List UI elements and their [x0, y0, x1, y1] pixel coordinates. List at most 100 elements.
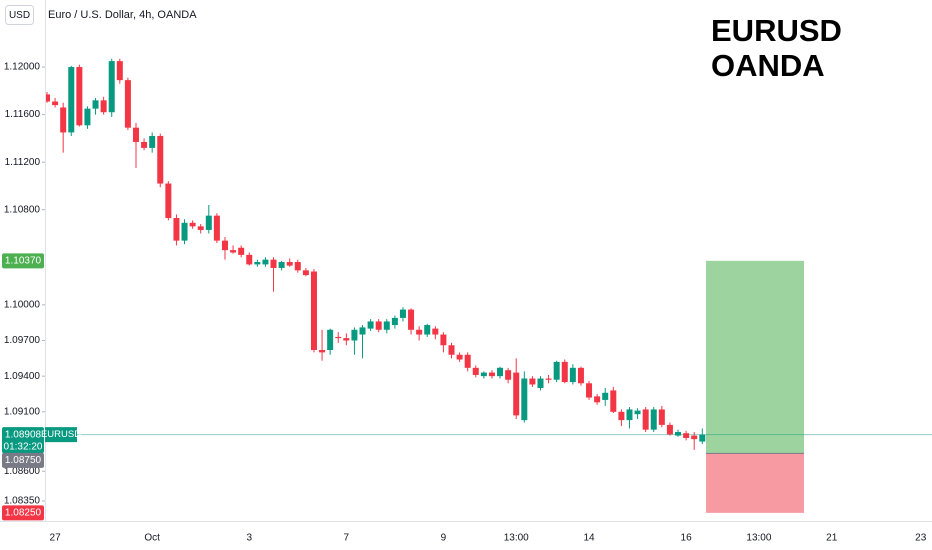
x-tick-label: 7	[344, 533, 350, 544]
candle-body	[52, 101, 59, 106]
candle-body	[440, 334, 447, 346]
take-profit-label-box	[2, 253, 44, 269]
candle-body	[84, 108, 91, 126]
candle-body	[658, 409, 665, 425]
candle-body	[205, 215, 212, 230]
candle-body	[602, 392, 609, 400]
candle-body	[116, 61, 123, 81]
candle-body	[197, 226, 204, 230]
candle-body	[165, 183, 172, 219]
x-tick-label: 16	[681, 533, 693, 544]
entry-label-box	[2, 452, 44, 468]
y-tick-label: 1.12000	[4, 62, 41, 73]
x-tick-label: 23	[915, 533, 927, 544]
candle-body	[92, 100, 99, 109]
x-tick-label: Oct	[144, 533, 160, 544]
candle-body	[456, 354, 463, 360]
candle-body	[100, 100, 107, 113]
candle-body	[497, 367, 504, 377]
candle-body	[569, 367, 576, 383]
candle-body	[545, 378, 552, 380]
candle-body	[488, 372, 495, 377]
candle-body	[521, 378, 528, 421]
chart-title: Euro / U.S. Dollar, 4h, OANDA	[48, 9, 197, 21]
candle-body	[610, 390, 617, 412]
symbol-label: EURUSD	[41, 429, 81, 440]
stop-label: 1.08250	[5, 508, 42, 519]
candle-body	[594, 396, 601, 403]
candle-body	[286, 262, 293, 266]
symbol-box	[45, 427, 77, 443]
candle-body	[683, 433, 690, 438]
candle-body	[246, 254, 253, 265]
candle-body	[626, 409, 633, 421]
currency[interactable]: USD	[9, 10, 30, 21]
candle-body	[278, 262, 285, 268]
y-tick-label: 1.10800	[4, 204, 41, 215]
take-profit-label: 1.10370	[5, 255, 42, 266]
candle-body	[424, 325, 431, 335]
x-tick-label: 13:00	[504, 533, 529, 544]
candle-body	[254, 262, 261, 265]
candle-body	[327, 329, 334, 350]
candle-body	[529, 378, 536, 385]
y-tick-label: 1.08600	[4, 466, 41, 477]
candle-body	[310, 271, 317, 350]
candle-body	[319, 349, 326, 353]
candle-body	[675, 432, 682, 436]
y-tick-label: 1.09100	[4, 406, 41, 417]
candle-body	[577, 367, 584, 384]
last-price-label: 1.08908	[5, 429, 42, 440]
y-tick-label: 1.08350	[4, 496, 41, 507]
loss-zone	[706, 453, 804, 513]
candle-body	[294, 262, 301, 271]
x-tick-label: 14	[583, 533, 595, 544]
entry-label: 1.08750	[5, 455, 42, 466]
candle-body	[189, 222, 196, 227]
candle-body	[383, 321, 390, 330]
candle-body	[513, 372, 520, 416]
candle-body	[666, 424, 673, 435]
x-tick-label: 13:00	[746, 533, 771, 544]
candle-body	[270, 259, 277, 268]
candle-body	[238, 247, 245, 255]
candle-body	[561, 361, 568, 383]
candle-body	[68, 67, 75, 133]
stop-label-box	[2, 505, 44, 521]
candle-body	[132, 127, 139, 142]
y-tick-label: 1.09400	[4, 371, 41, 382]
candle-body	[173, 218, 180, 241]
profit-zone	[706, 260, 804, 454]
candle-body	[108, 61, 115, 113]
candle-body	[213, 215, 220, 241]
candle-body	[351, 329, 358, 341]
last-price-label-box	[2, 427, 44, 454]
y-tick-label: 1.09700	[4, 335, 41, 346]
candle-body	[221, 240, 228, 251]
candle-body	[699, 434, 706, 442]
candle-body	[416, 329, 423, 335]
candle-body	[262, 259, 269, 265]
candle-body	[642, 409, 649, 430]
candle-body	[76, 67, 83, 126]
candle-body	[537, 378, 544, 389]
candle-body	[408, 309, 415, 330]
plot-area	[46, 58, 932, 513]
annotation: OANDA	[711, 48, 825, 83]
candle-body	[230, 250, 237, 253]
candle-body	[391, 317, 398, 326]
x-tick-label: 9	[441, 533, 447, 544]
candle-body	[553, 361, 560, 380]
candle-body	[375, 321, 382, 330]
candle-body	[181, 222, 188, 241]
candle-body	[157, 136, 164, 184]
candle-body	[149, 136, 156, 148]
currency-button[interactable]	[5, 5, 34, 25]
candle-body	[302, 270, 309, 276]
candle-body	[367, 321, 374, 329]
candle-body	[472, 367, 479, 375]
candle-body	[432, 328, 439, 335]
y-tick-label: 1.11200	[5, 157, 41, 168]
